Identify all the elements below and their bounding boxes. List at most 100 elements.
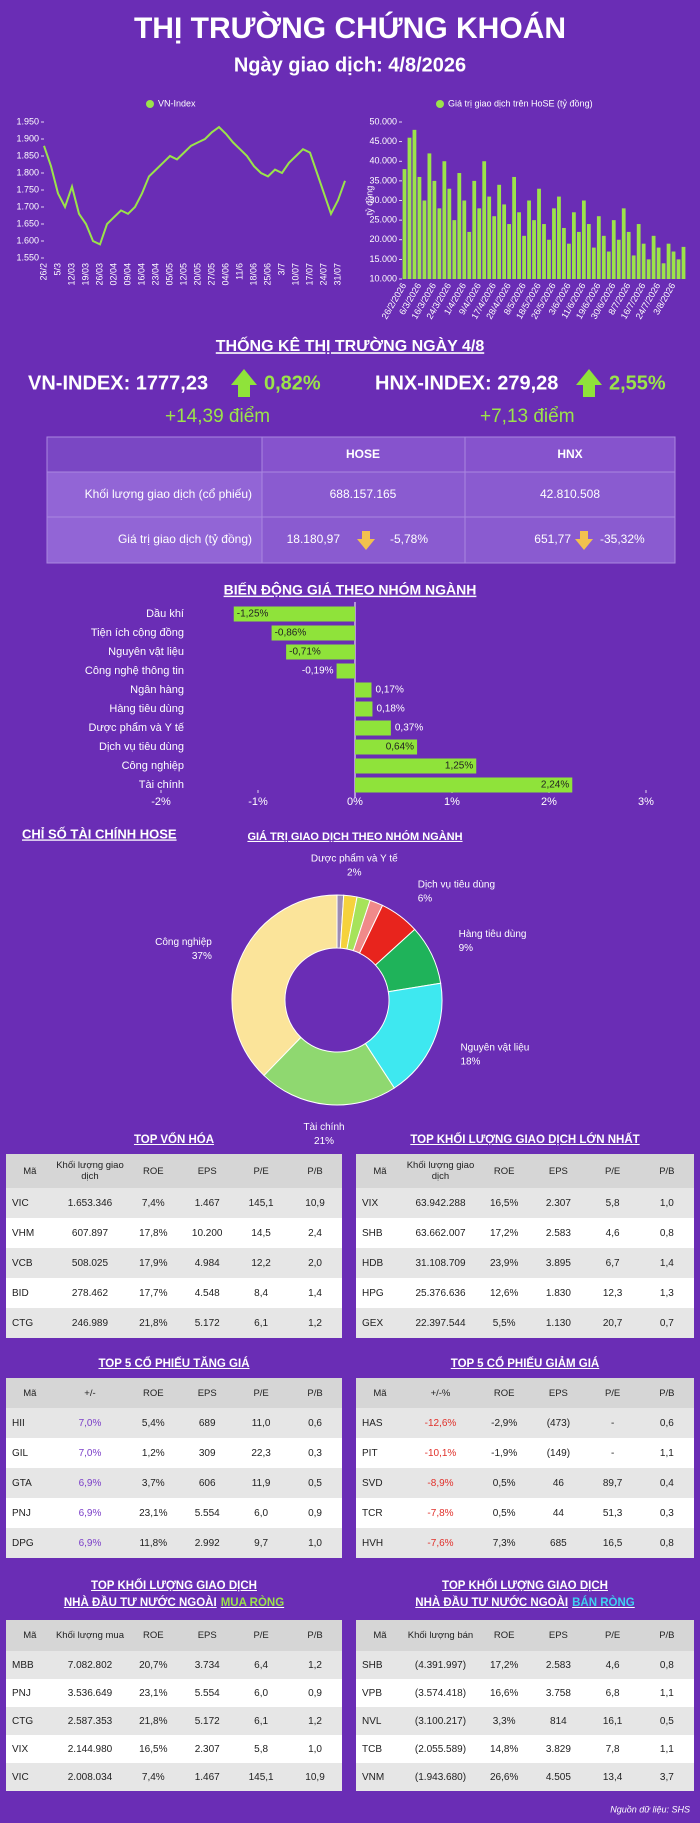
x-tick-label: 5/3 bbox=[52, 263, 62, 276]
table-cell: 8,4 bbox=[234, 1278, 289, 1308]
table-cell: HAS bbox=[356, 1408, 404, 1438]
value-label: -0,86% bbox=[275, 628, 307, 639]
table-cell: TCB bbox=[356, 1735, 404, 1763]
category-label: Tiện ích cộng đồng bbox=[91, 627, 184, 639]
table-cell: 2,4 bbox=[288, 1218, 342, 1248]
chart-title: BIẾN ĐỘNG GIÁ THEO NHÓM NGÀNH bbox=[224, 581, 477, 598]
slice-value-label: 21% bbox=[314, 1136, 334, 1147]
column-header: EPS bbox=[531, 1378, 586, 1408]
table-cell: 25.376.636 bbox=[403, 1278, 478, 1308]
value-label: 0,64% bbox=[386, 742, 414, 753]
table-cell: 0,6 bbox=[288, 1408, 342, 1438]
hnx-index-label: HNX-INDEX: 279,28 bbox=[375, 372, 558, 394]
table-cell: 4.984 bbox=[180, 1248, 235, 1278]
table-row: CTG 246.989 21,8% 5.172 6,1 1,2 bbox=[6, 1308, 342, 1338]
table-cell: SHB bbox=[356, 1218, 404, 1248]
table-cell: VIC bbox=[6, 1188, 54, 1218]
category-label: Công nghiệp bbox=[122, 760, 184, 772]
x-tick-label: 16/04 bbox=[136, 263, 146, 286]
column-header: P/E bbox=[585, 1154, 640, 1188]
table-cell: 16,1 bbox=[585, 1707, 640, 1735]
table-row: GEX 22.397.544 5,5% 1.130 20,7 0,7 bbox=[356, 1308, 694, 1338]
table-cell: 0,4 bbox=[639, 1468, 694, 1498]
table-title-highlight: BÁN RÒNG bbox=[572, 1597, 635, 1609]
table-cell: 51,3 bbox=[585, 1498, 640, 1528]
bar bbox=[522, 235, 526, 279]
table-cell: -8,9% bbox=[403, 1468, 478, 1498]
table-cell: (4.391.997) bbox=[403, 1651, 478, 1679]
bar bbox=[462, 200, 467, 279]
slice-value-label: 37% bbox=[192, 951, 212, 962]
donut-slice bbox=[263, 1036, 395, 1106]
data-table-block: TOP KHỐI LƯỢNG GIAO DỊCH NHÀ ĐẦU TƯ NƯỚC … bbox=[356, 1578, 694, 1791]
category-label: Ngân hàng bbox=[130, 684, 184, 696]
table-row: SHB 63.662.007 17,2% 2.583 4,6 0,8 bbox=[356, 1218, 694, 1248]
data-table: Mã Khối lượng mua ROE EPS P/E P/B MBB 7.082.802… bbox=[6, 1620, 342, 1791]
table-row: GIL 7,0% 1,2% 309 22,3 0,3 bbox=[6, 1438, 342, 1468]
table-cell: VCB bbox=[6, 1248, 54, 1278]
bar bbox=[355, 777, 573, 793]
column-header: Mã bbox=[6, 1154, 54, 1188]
x-tick-label: 12/05 bbox=[178, 263, 188, 286]
table-cell: PNJ bbox=[6, 1679, 54, 1707]
table-cell: 7,8 bbox=[585, 1735, 640, 1763]
data-table-block: TOP 5 CỔ PHIẾU GIẢM GIÁ Mã +/-% ROE EPS P/E P/… bbox=[356, 1356, 694, 1558]
column-header: EPS bbox=[180, 1620, 235, 1651]
table-cell: 16,5 bbox=[585, 1528, 640, 1558]
table-row: HAS -12,6% -2,9% (473) -0,6 bbox=[356, 1408, 694, 1438]
table-cell: VIX bbox=[356, 1188, 404, 1218]
y-tick-label: 1.900 bbox=[16, 133, 39, 143]
up-arrow bbox=[231, 369, 257, 397]
y-tick-label: 25.000 bbox=[369, 215, 397, 225]
table-cell: 16,5% bbox=[477, 1188, 532, 1218]
table-cell bbox=[46, 516, 263, 564]
y-tick-label: 1.700 bbox=[16, 201, 39, 211]
table-cell: -12,6% bbox=[403, 1408, 478, 1438]
table-title-highlight: MUA RÒNG bbox=[220, 1597, 285, 1609]
table-cell: (3.574.418) bbox=[403, 1679, 478, 1707]
x-tick-label: 09/04 bbox=[122, 263, 132, 286]
bar bbox=[355, 682, 372, 698]
bar bbox=[581, 200, 586, 279]
bar bbox=[271, 625, 355, 641]
x-tick-label: 31/07 bbox=[332, 263, 342, 286]
table-cell: 23,9% bbox=[477, 1248, 532, 1278]
table-cell: 89,7 bbox=[585, 1468, 640, 1498]
page-title: THỊ TRƯỜNG CHỨNG KHOÁN bbox=[134, 11, 566, 45]
table-cell: 20,7 bbox=[585, 1308, 640, 1338]
table-cell: 7,0% bbox=[53, 1408, 127, 1438]
table-row: PIT -10,1% -1,9% (149) -1,1 bbox=[356, 1438, 694, 1468]
table-title-line: TOP 5 CỔ PHIẾU GIẢM GIÁ bbox=[450, 1358, 600, 1370]
bar bbox=[402, 169, 407, 279]
vn-index-change: 0,82% bbox=[264, 372, 321, 394]
bar bbox=[432, 180, 437, 279]
bar bbox=[442, 161, 447, 279]
table-cell: 26,6% bbox=[477, 1763, 532, 1791]
table-cell: 7.082.802 bbox=[53, 1651, 127, 1679]
table-cell: 3.758 bbox=[531, 1679, 586, 1707]
column-header: Khối lượng giao dịch bbox=[53, 1154, 127, 1188]
bar bbox=[631, 255, 636, 279]
value-label: 0,37% bbox=[395, 723, 423, 734]
bar bbox=[676, 259, 681, 279]
table-row: NVL (3.100.217) 3,3% 814 16,1 0,5 bbox=[356, 1707, 694, 1735]
cell-value: 651,77 bbox=[534, 532, 571, 546]
x-tick-label: 23/04 bbox=[150, 263, 160, 286]
x-tick-label: 25/06 bbox=[262, 263, 272, 286]
bar bbox=[286, 644, 355, 660]
table-row: TCR -7,8% 0,5% 44 51,3 0,3 bbox=[356, 1498, 694, 1528]
column-header: P/B bbox=[639, 1620, 694, 1651]
y-tick-label: 45.000 bbox=[369, 136, 397, 146]
table-row: VIC 2.008.034 7,4% 1.467 145,1 10,9 bbox=[6, 1763, 342, 1791]
data-table: Mã Khối lượng giao dịch ROE EPS P/E P/B VIC 1.6… bbox=[6, 1154, 342, 1338]
column-header: ROE bbox=[126, 1154, 181, 1188]
bar bbox=[452, 220, 457, 279]
bar bbox=[547, 239, 551, 279]
column-header: Khối lượng bán bbox=[403, 1620, 478, 1651]
bar bbox=[661, 263, 666, 279]
table-cell: 6,0 bbox=[234, 1498, 289, 1528]
value-label: 1,25% bbox=[445, 761, 473, 772]
table-cell: 685 bbox=[531, 1528, 586, 1558]
table-title: TOP KHỐI LƯỢNG GIAO DỊCH NHÀ ĐẦU TƯ NƯỚC … bbox=[356, 1578, 694, 1620]
